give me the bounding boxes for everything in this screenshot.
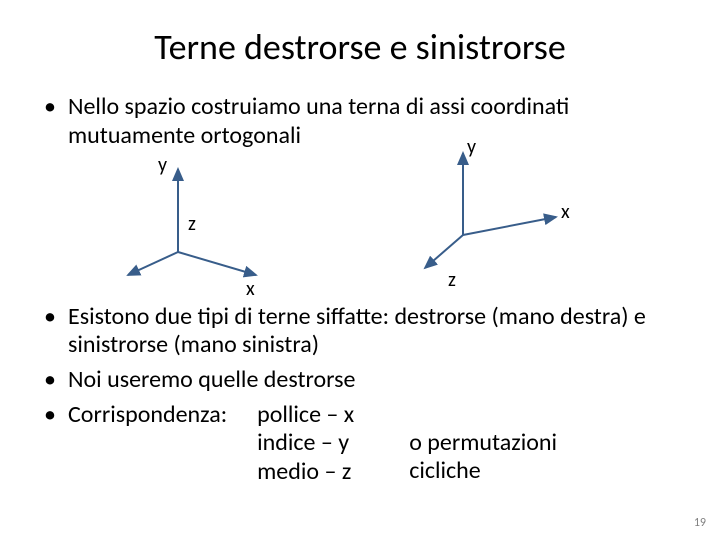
mapping-line-3: medio – z: [257, 458, 354, 486]
axis-label-z-left: z: [188, 212, 196, 236]
bullet-list: Nello spazio costruiamo una terna di ass…: [40, 93, 680, 486]
bullet-item-4: Corrispondenza: pollice – x indice – y m…: [68, 401, 680, 486]
coordinate-diagram-right: y x z: [403, 145, 583, 295]
axis-label-y-left: y: [158, 153, 167, 177]
axes-right-svg: [403, 145, 583, 295]
correspondence-note: o permutazioni cicliche: [409, 401, 557, 486]
mapping-line-1: pollice – x: [257, 401, 354, 429]
bullet-item-2: Esistono due tipi di terne siffatte: des…: [68, 303, 680, 361]
bullet-item-3: Noi useremo quelle destrorse: [68, 366, 680, 395]
axis-label-x-right: x: [561, 200, 570, 224]
slide: Terne destrorse e sinistrorse Nello spaz…: [0, 0, 720, 540]
coordinate-diagram-left: y z x: [108, 157, 278, 297]
correspondence-label: Corrispondenza:: [68, 401, 227, 430]
mapping-line-2: indice – y: [257, 429, 354, 457]
correspondence-row: Corrispondenza: pollice – x indice – y m…: [68, 401, 680, 486]
note-line-1: o permutazioni: [409, 429, 557, 457]
slide-title: Terne destrorse e sinistrorse: [40, 25, 680, 69]
note-line-2: cicliche: [409, 457, 557, 485]
axis-label-y-right: y: [467, 135, 476, 159]
correspondence-mapping: pollice – x indice – y medio – z: [257, 401, 354, 486]
bullet-item-1: Nello spazio costruiamo una terna di ass…: [68, 93, 680, 151]
page-number: 19: [694, 516, 706, 530]
axis-label-x-left: x: [246, 277, 255, 301]
diagram-row: y z x y: [68, 157, 680, 297]
axis-label-z-right: z: [448, 268, 456, 292]
